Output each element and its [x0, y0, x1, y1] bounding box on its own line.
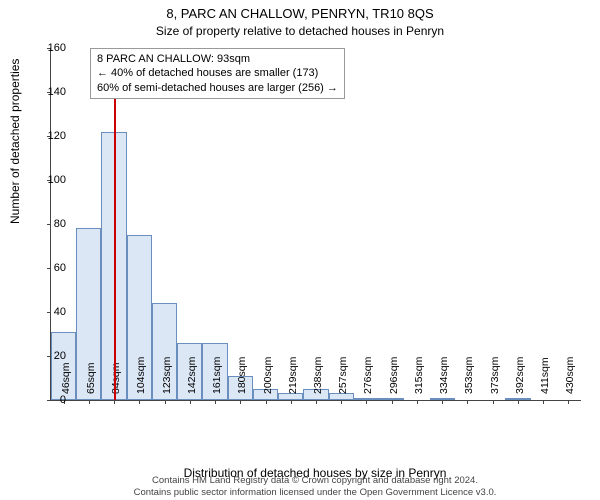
- x-tick-label: 430sqm: [564, 357, 576, 394]
- x-tick-mark: [518, 400, 519, 404]
- chart-container: 8, PARC AN CHALLOW, PENRYN, TR10 8QS Siz…: [0, 0, 600, 500]
- x-tick-label: 411sqm: [539, 357, 551, 394]
- annotation-line-3: 60% of semi-detached houses are larger (…: [97, 81, 338, 95]
- x-tick-label: 315sqm: [413, 357, 425, 394]
- x-tick-label: 392sqm: [514, 357, 526, 394]
- x-tick-mark: [316, 400, 317, 404]
- title-sub: Size of property relative to detached ho…: [0, 24, 600, 38]
- x-tick-label: 123sqm: [161, 357, 173, 394]
- x-tick-label: 84sqm: [110, 362, 122, 394]
- histogram-bar: [329, 393, 354, 400]
- y-tick-label: 160: [26, 42, 66, 54]
- x-tick-mark: [266, 400, 267, 404]
- x-tick-mark: [240, 400, 241, 404]
- x-tick-label: 296sqm: [388, 357, 400, 394]
- x-tick-mark: [114, 400, 115, 404]
- x-tick-label: 46sqm: [60, 362, 72, 394]
- x-tick-mark: [417, 400, 418, 404]
- histogram-bar: [278, 393, 303, 400]
- x-tick-label: 142sqm: [186, 357, 198, 394]
- annotation-box: 8 PARC AN CHALLOW: 93sqm ← 40% of detach…: [90, 48, 345, 99]
- x-tick-mark: [341, 400, 342, 404]
- y-tick-label: 120: [26, 130, 66, 142]
- y-tick-label: 60: [26, 262, 66, 274]
- x-tick-label: 180sqm: [236, 357, 248, 394]
- chart-area: 46sqm 65sqm 84sqm 104sqm 123sqm 142sqm 161sqm 1…: [50, 48, 580, 400]
- x-tick-label: 200sqm: [262, 357, 274, 394]
- plot: 46sqm 65sqm 84sqm 104sqm 123sqm 142sqm 161sqm 1…: [50, 48, 581, 401]
- x-tick-mark: [215, 400, 216, 404]
- reference-line: [114, 48, 116, 400]
- y-tick-label: 40: [26, 306, 66, 318]
- x-tick-label: 219sqm: [287, 357, 299, 394]
- attribution-line-2: Contains public sector information licen…: [50, 487, 580, 498]
- x-tick-mark: [165, 400, 166, 404]
- x-tick-label: 104sqm: [135, 357, 147, 394]
- x-tick-label: 257sqm: [337, 357, 349, 394]
- x-tick-mark: [568, 400, 569, 404]
- x-tick-mark: [493, 400, 494, 404]
- x-tick-mark: [467, 400, 468, 404]
- annotation-line-1: 8 PARC AN CHALLOW: 93sqm: [97, 52, 338, 66]
- y-tick-label: 100: [26, 174, 66, 186]
- x-tick-label: 276sqm: [362, 357, 374, 394]
- annotation-line-2: ← 40% of detached houses are smaller (17…: [97, 66, 338, 80]
- y-axis-label: Number of detached properties: [8, 59, 22, 224]
- y-tick-label: 20: [26, 350, 66, 362]
- y-tick-label: 140: [26, 86, 66, 98]
- attribution-line-1: Contains HM Land Registry data © Crown c…: [50, 475, 580, 486]
- x-tick-mark: [392, 400, 393, 404]
- x-tick-label: 238sqm: [312, 357, 324, 394]
- x-tick-mark: [139, 400, 140, 404]
- x-tick-mark: [89, 400, 90, 404]
- x-tick-mark: [543, 400, 544, 404]
- y-tick-label: 80: [26, 218, 66, 230]
- x-tick-label: 353sqm: [463, 357, 475, 394]
- x-tick-mark: [291, 400, 292, 404]
- title-main: 8, PARC AN CHALLOW, PENRYN, TR10 8QS: [0, 6, 600, 21]
- x-tick-label: 65sqm: [85, 362, 97, 394]
- x-tick-mark: [190, 400, 191, 404]
- x-tick-label: 334sqm: [438, 357, 450, 394]
- attribution: Contains HM Land Registry data © Crown c…: [50, 475, 580, 498]
- y-tick-label: 0: [26, 394, 66, 406]
- x-tick-label: 373sqm: [489, 357, 501, 394]
- x-tick-mark: [366, 400, 367, 404]
- x-tick-mark: [442, 400, 443, 404]
- x-tick-label: 161sqm: [211, 357, 223, 394]
